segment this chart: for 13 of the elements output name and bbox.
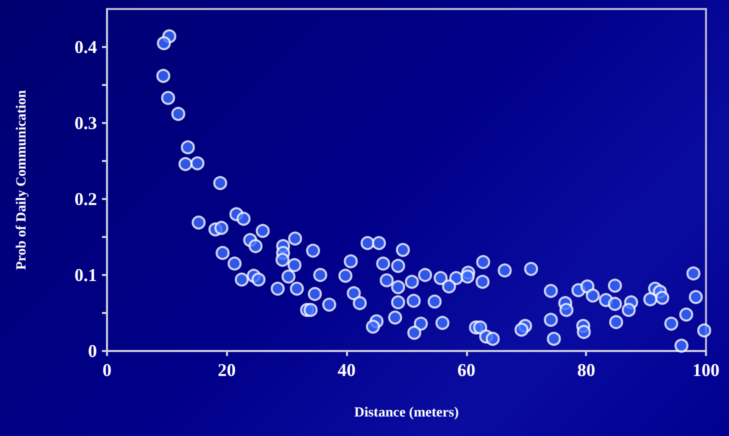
x-tick-label: 20 xyxy=(218,360,236,380)
y-tick-label: 0.3 xyxy=(74,113,97,133)
x-tick-label: 0 xyxy=(102,360,112,380)
y-tick-label: 0.1 xyxy=(74,265,97,285)
y-tick-label: 0.4 xyxy=(74,37,97,57)
x-axis-title: Distance (meters) xyxy=(354,406,460,420)
y-axis-title: Prob of Daily Communication xyxy=(14,90,30,270)
x-tick-label: 100 xyxy=(692,360,720,380)
y-tick-label: 0.2 xyxy=(74,189,97,209)
x-tick-label: 80 xyxy=(577,360,596,380)
x-tick-label: 60 xyxy=(457,360,476,380)
x-tick-label: 40 xyxy=(338,360,356,380)
y-tick-label: 0 xyxy=(88,341,97,361)
